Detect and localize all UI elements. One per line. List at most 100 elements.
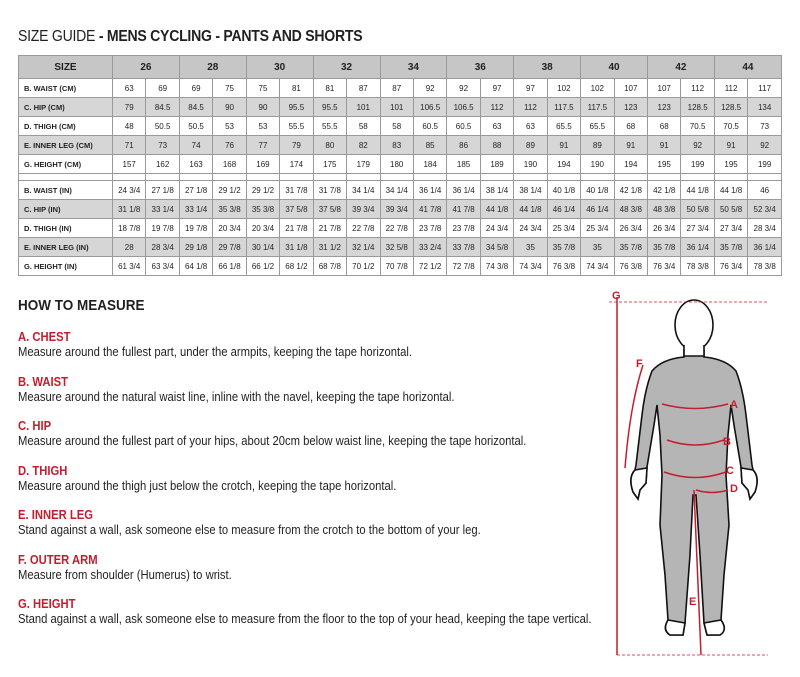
table-cell: 27 3/4 [713, 218, 749, 238]
table-cell: 91 [646, 135, 682, 155]
table-cell: 128.5 [713, 97, 749, 117]
table-cell: 58 [346, 116, 381, 136]
table-cell: 48 3/8 [613, 199, 649, 219]
table-cell: 195 [646, 154, 682, 174]
table-cell: 58 [379, 116, 414, 136]
table-cell: 34 5/8 [479, 237, 515, 257]
table-cell: 85 [412, 135, 448, 155]
table-cell: 70 1/2 [346, 256, 381, 276]
table-cell: 31 1/8 [111, 199, 147, 219]
table-cell: 190 [513, 154, 548, 174]
measure-item-title: D. THIGH [18, 463, 68, 478]
table-cell: 27 3/4 [680, 218, 715, 238]
table-cell: 78 3/8 [747, 256, 782, 276]
table-cell: 97 [513, 78, 548, 98]
table-cell: 22 7/8 [346, 218, 381, 238]
table-cell: 65.5 [580, 116, 615, 136]
size-header-30: 30 [245, 55, 314, 79]
table-cell: 95.5 [279, 97, 314, 117]
table-cell: 90 [212, 97, 247, 117]
table-cell: 41 7/8 [412, 199, 448, 219]
table-row: G. HEIGHT (IN) 61 3/4 63 3/4 64 1/8 66 1/8 66… [18, 256, 782, 276]
hip-line [663, 471, 727, 479]
table-cell: 60.5 [446, 116, 481, 136]
table-cell: 74 3/8 [479, 256, 515, 276]
table-cell: 91 [713, 135, 749, 155]
table-cell: 199 [747, 154, 782, 174]
table-cell: 44 1/8 [513, 199, 548, 219]
table-cell: 117 [747, 78, 782, 98]
table-cell: 89 [580, 135, 615, 155]
table-row: E. INNER LEG (CM) 71 73 74 76 77 79 80 82 83 85 86 8… [18, 135, 782, 155]
table-cell: 90 [245, 97, 281, 117]
measure-item: F. OUTER ARM Measure from shoulder (Humer… [18, 553, 232, 582]
table-cell: 185 [446, 154, 481, 174]
table-cell: 46 1/4 [546, 199, 582, 219]
size-header-32: 32 [312, 55, 381, 79]
table-cell: 35 7/8 [613, 237, 649, 257]
size-table: SIZE 26 28 30 32 34 36 38 40 42 44 B. WAIST (CM) 63… [18, 55, 783, 276]
table-cell: 20 3/4 [212, 218, 247, 238]
table-cell: 73 [145, 135, 180, 155]
row-label: G. HEIGHT (IN) [18, 256, 113, 276]
table-cell: 195 [713, 154, 749, 174]
size-header-34: 34 [379, 55, 448, 79]
table-cell: 36 1/4 [680, 237, 715, 257]
table-cell: 63 [513, 116, 548, 136]
table-cell: 68 [613, 116, 649, 136]
table-cell: 101 [346, 97, 381, 117]
table-cell: 24 3/4 [513, 218, 548, 238]
table-cell: 35 3/8 [212, 199, 247, 219]
table-row: C. HIP (CM) 79 84.5 84.5 90 90 95.5 95.5 101 101 1… [18, 97, 782, 117]
label-f: F [636, 358, 643, 370]
table-cell: 19 7/8 [178, 218, 214, 238]
table-cell: 44 1/8 [479, 199, 515, 219]
measure-item: D. THIGH Measure around the thigh just be… [18, 464, 396, 493]
table-cell: 117.5 [580, 97, 615, 117]
table-cell: 26 3/4 [613, 218, 649, 238]
table-cell: 70.5 [680, 116, 715, 136]
table-cell: 84.5 [178, 97, 214, 117]
table-cell: 63 3/4 [145, 256, 180, 276]
size-header-44: 44 [713, 55, 783, 79]
table-cell: 34 1/4 [379, 180, 414, 200]
table-cell: 31 1/2 [312, 237, 348, 257]
row-label: E. INNER LEG (IN) [18, 237, 113, 257]
label-g: G [612, 290, 621, 302]
table-cell: 87 [346, 78, 381, 98]
table-cell: 66 1/8 [212, 256, 247, 276]
table-cell: 91 [613, 135, 649, 155]
table-cell: 40 1/8 [546, 180, 582, 200]
table-cell: 92 [747, 135, 782, 155]
table-cell: 55.5 [279, 116, 314, 136]
measure-item-text: Stand against a wall, ask someone else t… [18, 612, 592, 626]
table-row: B. WAIST (IN) 24 3/4 27 1/8 27 1/8 29 1/2 29 … [18, 180, 782, 200]
table-cell: 22 7/8 [379, 218, 414, 238]
table-cell: 32 5/8 [379, 237, 414, 257]
table-cell: 123 [646, 97, 682, 117]
measure-item-text: Measure around the fullest part of your … [18, 434, 527, 448]
row-label: D. THIGH (IN) [18, 218, 113, 238]
table-cell: 44 1/8 [680, 180, 715, 200]
table-cell: 36 1/4 [446, 180, 481, 200]
table-cell: 69 [178, 78, 214, 98]
table-cell: 134 [747, 97, 782, 117]
table-cell: 40 1/8 [580, 180, 615, 200]
table-cell: 24 3/4 [479, 218, 515, 238]
size-header-26: 26 [112, 55, 180, 79]
table-cell: 76 3/4 [713, 256, 749, 276]
table-cell: 50.5 [145, 116, 180, 136]
table-cell: 66 1/2 [245, 256, 281, 276]
table-cell: 71 [111, 135, 147, 155]
table-cell: 117.5 [546, 97, 582, 117]
body-silhouette [630, 299, 758, 636]
table-cell: 31 7/8 [279, 180, 314, 200]
table-cell: 73 [747, 116, 782, 136]
table-cell: 23 7/8 [446, 218, 481, 238]
table-cell: 128.5 [680, 97, 715, 117]
table-cell: 35 [513, 237, 548, 257]
table-cell: 76 3/8 [613, 256, 649, 276]
table-cell: 76 3/8 [546, 256, 582, 276]
table-cell: 52 3/4 [747, 199, 782, 219]
table-cell: 70.5 [713, 116, 749, 136]
